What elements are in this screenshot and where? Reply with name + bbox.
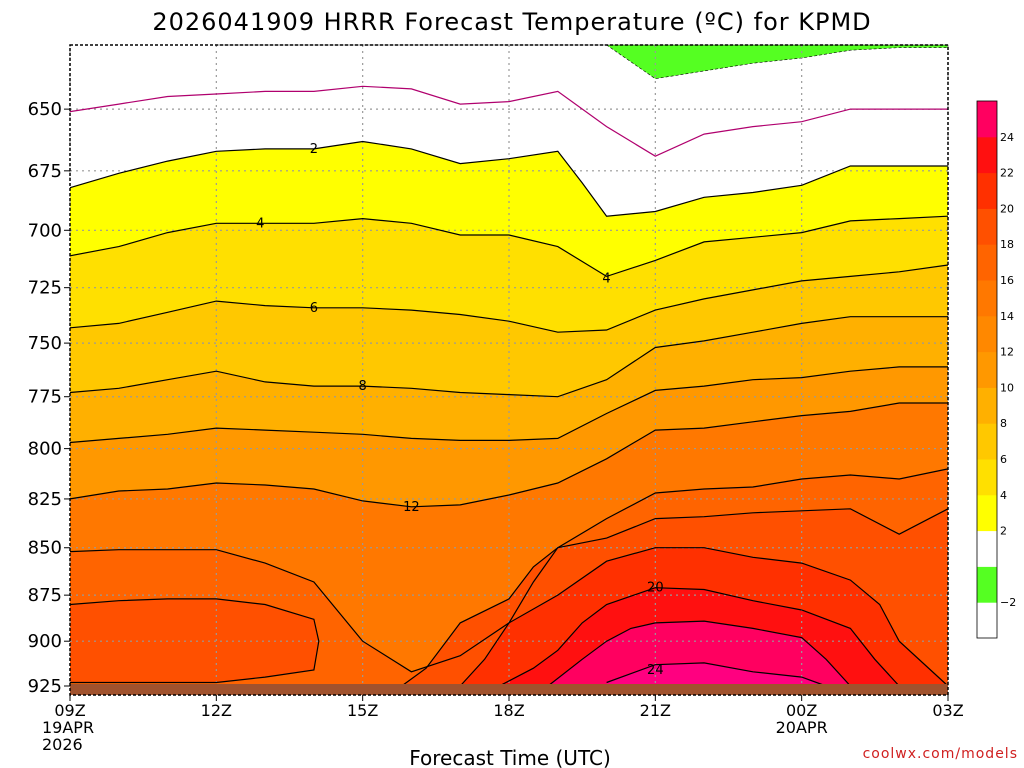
colorbar-swatch-2: [977, 530, 997, 567]
x-axis-label: Forecast Time (UTC): [409, 746, 611, 768]
isotherm-8-5: [69, 316, 948, 398]
y-tick-label-775: 775: [28, 387, 62, 408]
x-tick-label-6-0: 03Z: [932, 701, 963, 720]
isotherm-4-3: [69, 215, 949, 278]
x-tick-label-4-0: 21Z: [640, 701, 671, 720]
colorbar-tick-4: 8: [1000, 417, 1007, 430]
colorbar-swatch-0: [977, 602, 997, 639]
colorbar-tick-6: 12: [1000, 346, 1014, 359]
contour-label-6: 20: [647, 581, 664, 596]
colorbar-swatch-14: [977, 101, 997, 138]
colorbar-swatch-13: [977, 136, 997, 174]
credit-text[interactable]: coolwx.com/models: [863, 746, 1018, 762]
contour-label-7: 24: [647, 663, 664, 678]
colorbar-swatch-9: [977, 280, 997, 317]
isotherm-10-6: [69, 366, 948, 444]
fill-region-24-0: [606, 662, 827, 688]
fill-region-22-0: [548, 621, 851, 688]
ground-terrain: [70, 684, 948, 695]
isotherm-6-4: [69, 264, 949, 333]
fill-region-16-0: [70, 598, 319, 688]
chart-title: 2026041909 HRRR Forecast Temperature (ºC…: [152, 8, 871, 36]
isotherm-16-10: [401, 508, 949, 687]
isotherm-24-14: [606, 662, 827, 687]
colorbar-swatch-7: [977, 351, 997, 388]
colorbar-tick-5: 10: [1000, 381, 1014, 394]
isotherm-20-12: [498, 587, 900, 687]
y-tick-label-750: 750: [28, 333, 62, 354]
colorbar-swatch-12: [977, 172, 997, 209]
isotherm-18-11: [459, 547, 949, 687]
isotherm-22-13: [547, 620, 851, 687]
x-tick-label-5-0: 00Z: [786, 701, 817, 720]
isotherms: [69, 85, 949, 687]
colorbar-swatch-3: [977, 494, 997, 532]
temperature-fills: [70, 44, 949, 689]
colorbar-tick-9: 18: [1000, 238, 1014, 251]
colorbar-swatch-5: [977, 423, 997, 460]
y-tick-label-925: 925: [28, 676, 62, 697]
colorbar-tick-7: 14: [1000, 310, 1014, 323]
y-tick-label-825: 825: [28, 489, 62, 510]
colorbar-tick-10: 20: [1000, 202, 1014, 215]
colorbar-tick-2: 4: [1000, 489, 1007, 502]
fill-region-minus2: [216, 44, 949, 80]
colorbar-swatch-4: [977, 459, 997, 496]
isotherm-2-2: [69, 140, 948, 217]
colorbar-tick-0: −2: [1000, 596, 1016, 609]
y-tick-label-800: 800: [28, 439, 62, 460]
y-tick-label-675: 675: [28, 161, 62, 182]
colorbar-swatch-11: [977, 208, 997, 245]
isotherm-12-7: [69, 402, 948, 508]
contour-label-1: 4: [256, 216, 264, 231]
colorbar-swatch-1: [977, 566, 997, 603]
isotherm-14-8: [69, 468, 949, 673]
contour-label-2: 4: [602, 272, 610, 287]
colorbar-tick-11: 22: [1000, 167, 1014, 180]
y-tick-label-725: 725: [28, 278, 62, 299]
colorbar-swatch-6: [977, 387, 997, 424]
x-tick-label-0-1: 19APR: [42, 718, 94, 737]
x-tick-label-5-1: 20APR: [776, 718, 828, 737]
x-tick-label-3-0: 18Z: [493, 701, 524, 720]
x-tick-label-2-0: 15Z: [347, 701, 378, 720]
y-tick-label-700: 700: [28, 220, 62, 241]
colorbar-tick-8: 16: [1000, 274, 1014, 287]
isotherm-0-1: [69, 85, 948, 157]
x-tick-label-0-2: 2026: [42, 735, 83, 754]
y-tick-label-650: 650: [28, 99, 62, 120]
y-tick-label-875: 875: [28, 585, 62, 606]
colorbar-tick-1: 2: [1000, 525, 1007, 538]
x-tick-label-0-0: 09Z: [54, 701, 85, 720]
colorbar-tick-3: 6: [1000, 453, 1007, 466]
x-tick-label-1-0: 12Z: [201, 701, 232, 720]
colorbar-frame: [976, 100, 998, 639]
isotherm-16-9: [69, 598, 320, 684]
contour-label-3: 6: [310, 301, 318, 316]
contour-label-0: 2: [310, 142, 318, 157]
colorbar-swatch-10: [977, 244, 997, 281]
y-axis-ticks: 650 675 700 725 750 775 800 825 850 875 900 925: [28, 99, 70, 697]
contour-label-5: 12: [403, 500, 420, 515]
y-tick-label-900: 900: [28, 631, 62, 652]
colorbar-tick-12: 24: [1000, 131, 1014, 144]
y-tick-label-850: 850: [28, 538, 62, 559]
contour-label-4: 8: [359, 379, 367, 394]
colorbar-swatch-8: [977, 315, 997, 353]
